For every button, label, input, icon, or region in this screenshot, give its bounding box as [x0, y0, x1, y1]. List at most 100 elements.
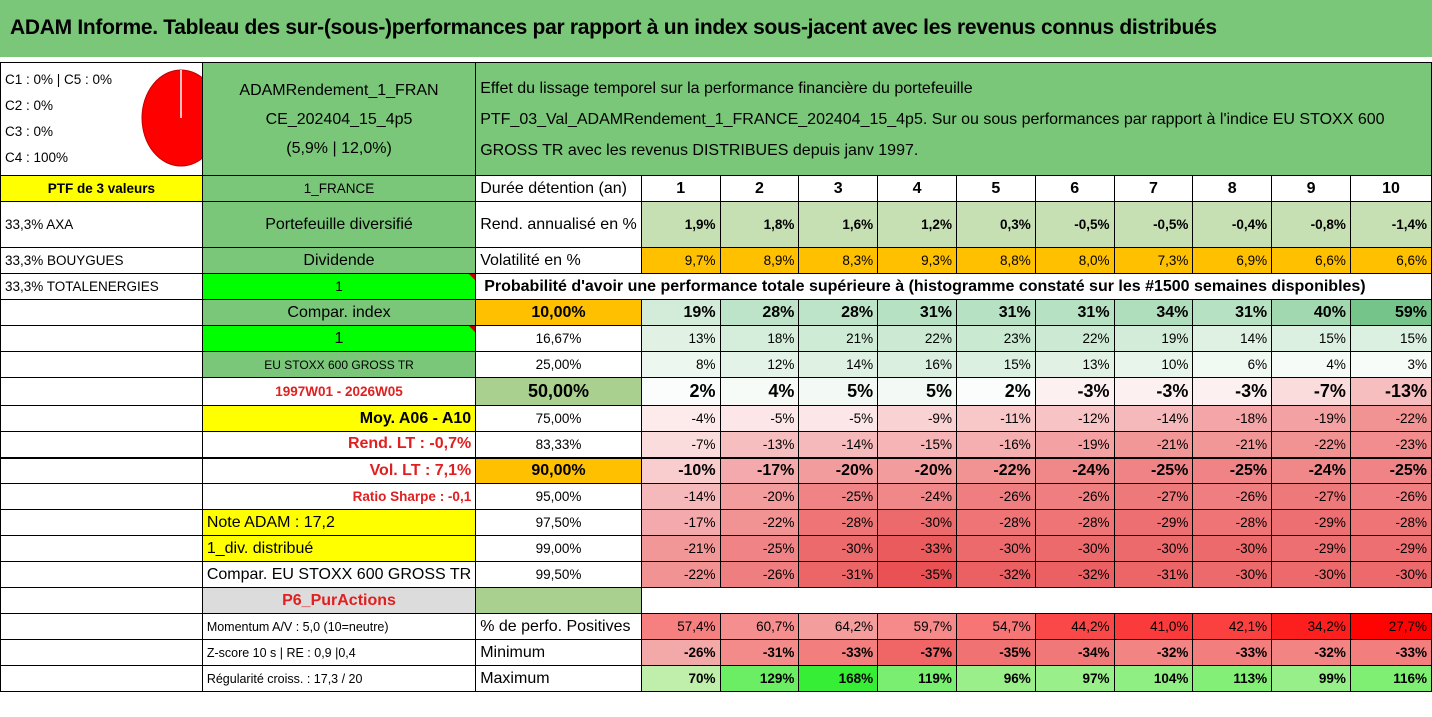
vol-lt-label: Vol. LT : 7,1%	[201, 456, 477, 484]
prob-cell: -29%	[1349, 535, 1432, 562]
rend-cell: 1,8%	[719, 201, 800, 248]
min-label: Minimum	[475, 639, 642, 666]
prob-cell: -14%	[798, 431, 879, 458]
max-cell: 116%	[1349, 665, 1432, 692]
description-line: PTF_03_Val_ADAMRendement_1_FRANCE_202404…	[480, 110, 1385, 128]
prob-cell: -24%	[1034, 456, 1115, 484]
prob-cell: -15%	[877, 431, 957, 458]
pos-cell: 34,2%	[1271, 613, 1351, 640]
prob-threshold: 50,00%	[475, 377, 642, 406]
empty-cell	[0, 405, 203, 432]
pos-cell: 64,2%	[798, 613, 879, 640]
empty-cell	[0, 613, 203, 640]
max-cell: 104%	[1113, 665, 1194, 692]
prob-cell: -30%	[1192, 535, 1273, 562]
prob-cell: 4%	[719, 377, 800, 406]
prob-cell: -30%	[877, 509, 957, 536]
prob-cell: -17%	[640, 509, 721, 536]
prob-cell: -19%	[1034, 431, 1115, 458]
rend-cell: 1,2%	[877, 201, 957, 248]
rend-cell: -0,4%	[1192, 201, 1273, 248]
year-header: 2	[719, 175, 800, 202]
rend-label: Rend. annualisé en %	[475, 201, 642, 248]
prob-cell: -22%	[719, 509, 800, 536]
prob-cell: -30%	[1034, 535, 1115, 562]
compar-full: Compar. EU STOXX 600 GROSS TR	[201, 561, 477, 588]
prob-cell: 34%	[1113, 299, 1194, 326]
empty-cell	[0, 561, 203, 588]
prob-cell: -29%	[1113, 509, 1194, 536]
prob-cell: -3%	[1192, 377, 1273, 406]
prob-cell: 13%	[1034, 351, 1115, 378]
prob-cell: 22%	[1034, 325, 1115, 352]
min-cell: -33%	[798, 639, 879, 666]
min-cell: -35%	[955, 639, 1036, 666]
portfolio-name-cell: ADAMRendement_1_FRAN CE_202404_15_4p5 (5…	[201, 62, 477, 176]
prob-cell: -27%	[1271, 483, 1351, 510]
prob-cell: 19%	[640, 299, 721, 326]
report-title: ADAM Informe. Tableau des sur-(sous-)per…	[10, 16, 1217, 39]
prob-cell: -22%	[1349, 405, 1432, 432]
prob-cell: -5%	[719, 405, 800, 432]
div-distribue: 1_div. distribué	[201, 535, 477, 562]
prob-cell: -28%	[1349, 509, 1432, 536]
prob-cell: 16%	[877, 351, 957, 378]
min-cell: -33%	[1349, 639, 1432, 666]
pie-slice-c4	[141, 69, 202, 167]
rend-cell: -0,5%	[1034, 201, 1115, 248]
prob-cell: -26%	[719, 561, 800, 588]
prob-cell: -29%	[1271, 509, 1351, 536]
description-line: Effet du lissage temporel sur la perform…	[480, 79, 973, 97]
prob-cell: 22%	[877, 325, 957, 352]
regularite-label: Régularité croiss. : 17,3 / 20	[201, 665, 477, 692]
pos-label: % de perfo. Positives	[475, 613, 642, 640]
class-breakdown: C1 : 0% | C5 : 0% C2 : 0% C3 : 0% C4 : 1…	[0, 62, 203, 176]
empty-cell	[0, 299, 203, 326]
holding-totalenergies: 33,3% TOTALENERGIES	[0, 273, 203, 300]
prob-cell: 10%	[1113, 351, 1194, 378]
prob-cell: -20%	[798, 456, 879, 484]
min-cell: -31%	[719, 639, 800, 666]
report-title-bar: ADAM Informe. Tableau des sur-(sous-)per…	[0, 0, 1432, 60]
prob-cell: -17%	[719, 456, 800, 484]
prob-cell: 13%	[640, 325, 721, 352]
prob-cell: -28%	[1192, 509, 1273, 536]
empty-cell	[0, 665, 203, 692]
vol-cell: 9,7%	[640, 247, 721, 274]
prob-cell: -25%	[798, 483, 879, 510]
pos-cell: 57,4%	[640, 613, 721, 640]
max-cell: 96%	[955, 665, 1036, 692]
year-header: 1	[640, 175, 721, 202]
vol-cell: 8,8%	[955, 247, 1036, 274]
prob-threshold: 16,67%	[475, 325, 642, 352]
prob-cell: 28%	[719, 299, 800, 326]
prob-cell: -28%	[955, 509, 1036, 536]
prob-cell: 14%	[798, 351, 879, 378]
prob-cell: -14%	[640, 483, 721, 510]
min-cell: -26%	[640, 639, 721, 666]
prob-cell: -10%	[640, 456, 721, 484]
prob-threshold: 99,50%	[475, 561, 642, 588]
empty-cell	[0, 535, 203, 562]
prob-cell: -31%	[1113, 561, 1194, 588]
prob-cell: -7%	[640, 431, 721, 458]
prob-cell: -27%	[1113, 483, 1194, 510]
performance-grid: C1 : 0% | C5 : 0% C2 : 0% C3 : 0% C4 : 1…	[0, 62, 1432, 692]
pos-cell: 41,0%	[1113, 613, 1194, 640]
prob-threshold: 10,00%	[475, 299, 642, 326]
prob-cell: 15%	[1271, 325, 1351, 352]
empty-cell	[0, 509, 203, 536]
year-header: 5	[955, 175, 1036, 202]
prob-cell: -30%	[1349, 561, 1432, 588]
prob-cell: 6%	[1192, 351, 1273, 378]
note-adam: Note ADAM : 17,2	[201, 509, 477, 536]
portfolio-name-line: ADAMRendement_1_FRAN	[239, 81, 439, 99]
index-name: EU STOXX 600 GROSS TR	[201, 351, 477, 378]
allocation-pie-chart	[141, 69, 202, 167]
pos-cell: 42,1%	[1192, 613, 1273, 640]
rend-cell: -1,4%	[1349, 201, 1432, 248]
min-cell: -33%	[1192, 639, 1273, 666]
prob-cell: -35%	[877, 561, 957, 588]
prob-cell: -33%	[877, 535, 957, 562]
duree-label: Durée détention (an)	[475, 175, 642, 202]
